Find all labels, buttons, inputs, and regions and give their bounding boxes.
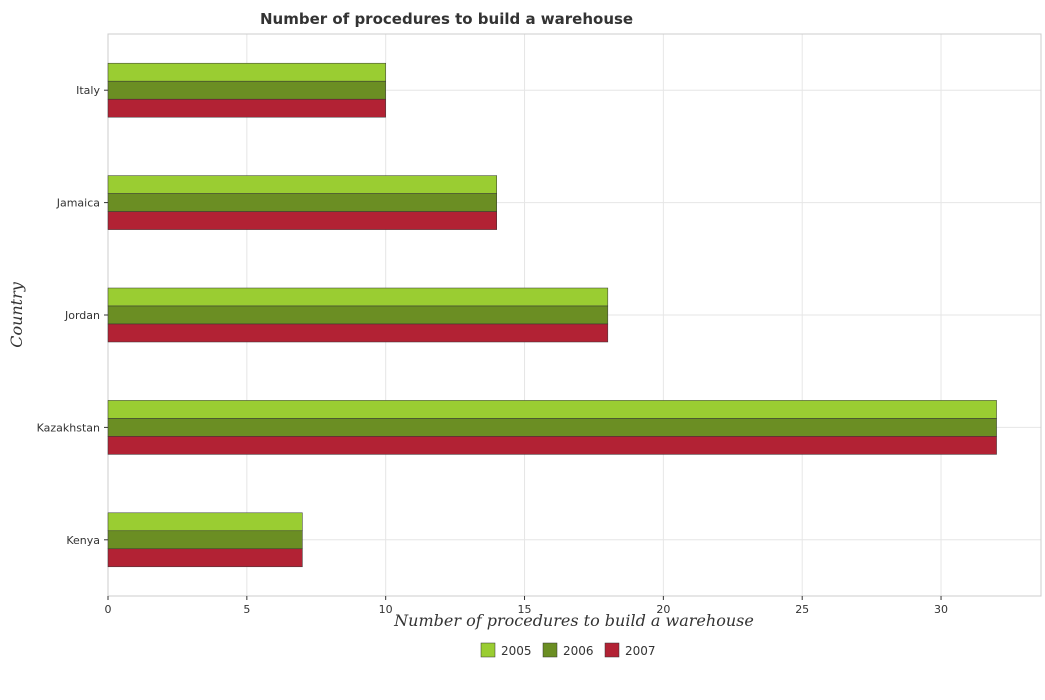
bar-italy-2005 [107, 62, 386, 82]
legend-swatch-2007 [604, 642, 620, 658]
legend-label-2007: 2007 [625, 644, 656, 658]
x-ticks: 0 5 10 15 20 25 30 [105, 596, 948, 616]
y-tick-label: Kazakhstan [37, 421, 100, 434]
y-tick-label: Kenya [66, 534, 100, 547]
x-tick-label: 15 [518, 603, 532, 616]
bar-jamaica-2007 [107, 211, 497, 230]
x-tick-label: 30 [934, 603, 948, 616]
bars [107, 62, 997, 568]
bar-jamaica-2006 [107, 193, 497, 212]
legend-label-2006: 2006 [563, 644, 594, 658]
y-tick-label: Italy [76, 84, 100, 97]
bar-kazakhstan-2005 [107, 400, 997, 419]
bar-kazakhstan-2006 [107, 418, 997, 437]
y-ticks: Italy Jamaica Jordan Kazakhstan Kenya [37, 84, 108, 547]
legend: 2005 2006 2007 [480, 642, 656, 658]
bar-kenya-2005 [107, 512, 303, 532]
bar-kazakhstan-2007 [107, 436, 997, 455]
x-tick-label: 25 [795, 603, 809, 616]
chart-title: Number of procedures to build a warehous… [260, 10, 633, 28]
bar-kenya-2007 [107, 548, 303, 568]
x-axis-label: Number of procedures to build a warehous… [393, 611, 754, 630]
bar-italy-2006 [107, 80, 386, 100]
bar-jordan-2005 [107, 287, 609, 307]
y-tick-label: Jamaica [56, 197, 100, 210]
y-tick-label: Jordan [64, 309, 100, 322]
bar-jordan-2007 [107, 323, 609, 343]
legend-swatch-2006 [542, 642, 558, 658]
x-tick-label: 20 [656, 603, 670, 616]
bar-jamaica-2005 [107, 175, 497, 194]
x-tick-label: 0 [105, 603, 112, 616]
legend-swatch-2005 [480, 642, 496, 658]
x-tick-label: 10 [379, 603, 393, 616]
bar-jordan-2006 [107, 305, 609, 325]
legend-label-2005: 2005 [501, 644, 532, 658]
x-tick-label: 5 [243, 603, 250, 616]
bar-italy-2007 [107, 98, 386, 118]
bar-kenya-2006 [107, 530, 303, 550]
y-axis-label: Country [7, 281, 26, 348]
